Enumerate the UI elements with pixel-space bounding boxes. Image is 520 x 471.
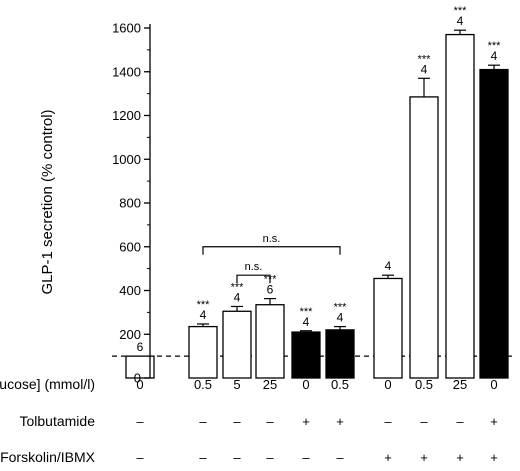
sample-size-label: 4 [421,62,428,76]
bracket-label: n.s. [245,261,263,273]
y-tick-label: 1400 [112,64,141,79]
condition-value: – [199,414,207,429]
sample-size-label: 6 [267,283,274,297]
condition-value: + [456,450,464,465]
bar [445,33,475,379]
bracket-label: n.s. [263,233,281,245]
condition-value: + [490,414,498,429]
condition-value: – [384,414,392,429]
y-tick-label: 600 [119,239,141,254]
condition-value: 0.5 [415,377,433,392]
condition-value: + [384,450,392,465]
condition-value: – [136,450,144,465]
condition-value: – [233,450,241,465]
y-tick-label: 1000 [112,152,141,167]
condition-table: [Glucose] (mmol/l) 0 0.5 5 25 0 0.5 0 0.5 25 0 Tolb… [0,376,498,465]
condition-value: 0 [384,377,391,392]
condition-value: – [136,414,144,429]
condition-value: 0 [136,377,143,392]
significance-bracket [236,274,271,284]
condition-value: 5 [233,377,240,392]
bar [325,329,355,379]
condition-row-label: Tolbutamide [20,413,96,429]
condition-value: 0 [490,377,497,392]
sample-size-label: 4 [457,14,464,28]
bars-layer [125,29,509,379]
sample-size-label: 6 [137,340,144,354]
bar [222,310,252,379]
condition-value: + [336,414,344,429]
significance-label: *** [300,306,314,318]
significance-label: *** [231,281,245,293]
condition-value: + [490,450,498,465]
condition-value: 0.5 [194,377,212,392]
condition-value: 0 [302,377,309,392]
significance-bracket [202,246,341,255]
condition-value: – [199,450,207,465]
bar [373,277,403,379]
bar [409,96,439,379]
condition-value: – [302,450,310,465]
condition-value: 25 [263,377,277,392]
y-tick-label: 800 [119,196,141,211]
condition-value: – [233,414,241,429]
bar [255,304,285,379]
y-tick-label: 1600 [112,21,141,36]
bar [479,68,509,379]
sample-size-label: 4 [385,259,392,273]
sample-size-label: 4 [303,315,310,329]
sample-size-label: 4 [337,311,344,325]
significance-label: *** [334,302,348,314]
y-tick-label: 0 [134,371,141,386]
sample-size-label: 4 [491,49,498,63]
y-tick-label: 400 [119,283,141,298]
condition-value: + [302,414,310,429]
bar [291,331,321,379]
bar [188,325,218,379]
y-axis-title: GLP-1 secretion (% control) [39,109,56,294]
condition-value: + [420,450,428,465]
condition-value: – [420,414,428,429]
significance-label: *** [197,299,211,311]
y-tick-label: 1200 [112,108,141,123]
annotation-layer: 64***4*** 6***4*** 4***44***4***4***n.s.n.… [137,5,501,354]
sample-size-label: 4 [234,290,241,304]
significance-label: *** [418,53,432,65]
condition-value: 0.5 [331,377,349,392]
condition-value: 25 [453,377,467,392]
condition-row-label: Forskolin/IBMX [0,449,96,465]
condition-value: – [336,450,344,465]
condition-value: – [456,414,464,429]
condition-value: – [266,414,274,429]
sample-size-label: 4 [200,308,207,322]
y-tick-label: 200 [119,327,141,342]
axis-layer: GLP-1 secretion (% control) 0 200 400 600 80… [39,21,151,386]
significance-label: *** [454,5,468,17]
condition-value: – [266,450,274,465]
significance-label: *** [488,40,502,52]
bar [125,355,155,379]
condition-row-label: [Glucose] (mmol/l) [0,376,95,392]
